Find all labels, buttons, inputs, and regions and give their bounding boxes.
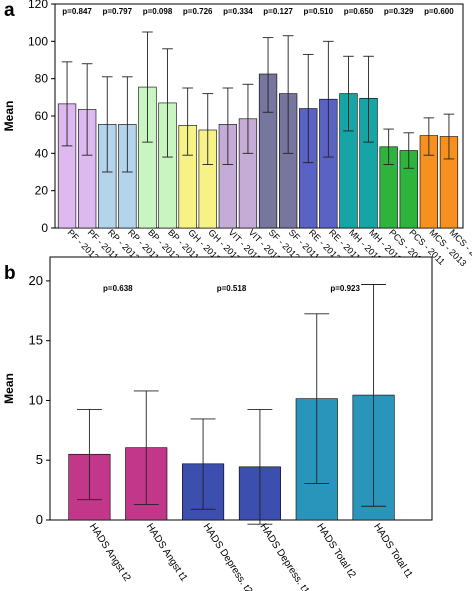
y-tick-label: 100 <box>28 34 48 48</box>
panel-label-b: b <box>4 263 16 284</box>
p-value-label: p=0.127 <box>263 7 293 16</box>
p-value-label: p=0.098 <box>143 7 173 16</box>
category-label: HADS Angst t2 <box>87 522 133 584</box>
p-value-label: p=0.638 <box>103 284 133 293</box>
category-label: HADS Depress. t2 <box>201 522 255 591</box>
y-axis-title: Mean <box>2 101 16 132</box>
panel-label-a: a <box>4 0 15 21</box>
p-value-label: p=0.600 <box>424 7 454 16</box>
category-label: HADS Angst t1 <box>144 522 190 584</box>
y-tick-label: 15 <box>29 333 43 348</box>
category-label: HADS Depress. t1 <box>257 522 311 591</box>
y-tick-label: 20 <box>29 273 43 288</box>
y-axis-title: Mean <box>2 373 16 404</box>
y-tick-label: 10 <box>29 392 43 407</box>
p-value-label: p=0.518 <box>217 284 247 293</box>
y-tick-label: 0 <box>41 221 48 235</box>
p-value-label: p=0.923 <box>330 284 360 293</box>
p-value-label: p=0.797 <box>103 7 133 16</box>
p-value-label: p=0.847 <box>62 7 92 16</box>
p-value-label: p=0.510 <box>304 7 334 16</box>
category-label: HADS Total t1 <box>371 522 415 581</box>
y-tick-label: 60 <box>35 109 49 123</box>
p-value-label: p=0.334 <box>223 7 253 16</box>
p-value-label: p=0.726 <box>183 7 213 16</box>
category-label: HADS Total t2 <box>314 522 358 581</box>
p-value-label: p=0.329 <box>384 7 414 16</box>
y-tick-label: 80 <box>35 72 49 86</box>
y-tick-label: 20 <box>35 184 49 198</box>
y-tick-label: 0 <box>36 512 43 527</box>
y-tick-label: 5 <box>36 452 43 467</box>
y-tick-label: 120 <box>28 0 48 11</box>
y-tick-label: 40 <box>35 146 49 160</box>
p-value-label: p=0.650 <box>344 7 374 16</box>
